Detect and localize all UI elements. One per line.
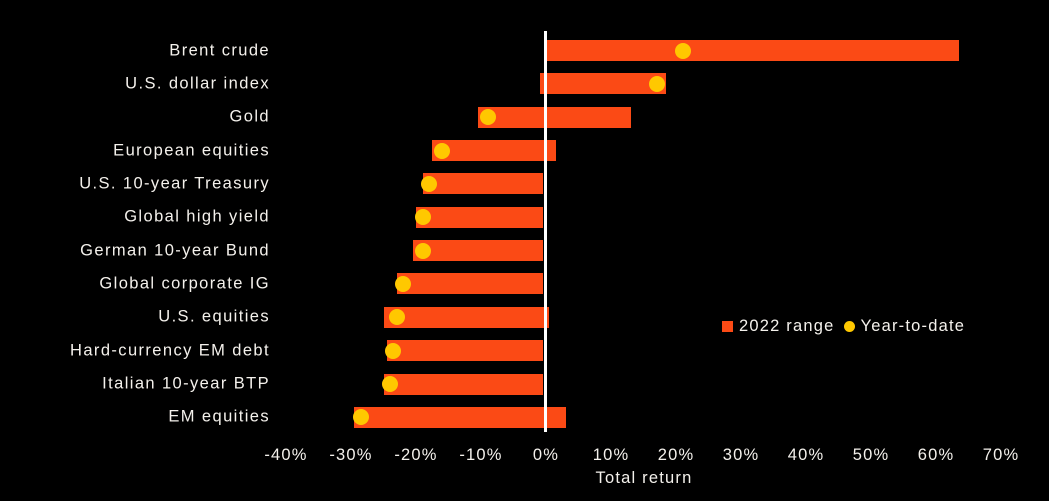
ytd-dot xyxy=(414,242,431,259)
legend: 2022 range Year-to-date xyxy=(722,317,965,336)
ytd-dot xyxy=(648,75,665,92)
ytd-dot xyxy=(388,309,405,326)
x-tick-label: 0% xyxy=(532,446,560,464)
category-label: Global corporate IG xyxy=(99,274,270,293)
category-label: Global high yield xyxy=(124,207,270,226)
ytd-dot xyxy=(352,409,369,426)
x-tick-label: 10% xyxy=(592,446,630,464)
x-tick-label: -10% xyxy=(459,446,503,464)
category-label: German 10-year Bund xyxy=(80,241,270,260)
x-tick-label: 60% xyxy=(917,446,955,464)
legend-item-year-to-date: Year-to-date xyxy=(843,317,966,336)
x-tick-label: -40% xyxy=(264,446,308,464)
ytd-dot xyxy=(414,209,431,226)
range-bar xyxy=(422,173,543,195)
range-bar xyxy=(546,40,959,61)
ytd-dot xyxy=(479,109,496,126)
ytd-dot xyxy=(434,142,450,159)
range-bar xyxy=(383,373,543,395)
ytd-swatch-circle-icon xyxy=(843,321,855,332)
legend-label-2022-range: 2022 range xyxy=(739,317,835,335)
category-label: U.S. equities xyxy=(158,307,270,326)
category-label: Brent crude xyxy=(169,41,270,59)
category-label: EM equities xyxy=(168,407,270,426)
x-tick-label: 50% xyxy=(852,446,890,464)
range-bar xyxy=(539,73,667,95)
range-bar xyxy=(416,206,543,228)
x-tick-label: 30% xyxy=(722,446,760,464)
range-bar xyxy=(432,140,556,162)
x-tick-label: 40% xyxy=(787,446,825,464)
ytd-dot xyxy=(674,42,691,59)
ytd-dot xyxy=(382,376,398,392)
category-label: U.S. dollar index xyxy=(125,74,270,93)
range-bar xyxy=(354,406,566,428)
x-axis-title: Total return xyxy=(595,469,693,487)
range-bar xyxy=(477,106,631,128)
range-bar xyxy=(383,306,550,328)
category-label: Hard-currency EM debt xyxy=(70,341,270,360)
range-bar xyxy=(386,340,543,362)
ytd-dot xyxy=(395,275,411,292)
range-bar xyxy=(412,240,543,262)
legend-item-2022-range: 2022 range xyxy=(722,317,835,336)
x-tick-label: -30% xyxy=(329,446,373,464)
x-tick-label: -20% xyxy=(394,446,438,464)
legend-label-year-to-date: Year-to-date xyxy=(860,317,966,335)
range-swatch-square-icon xyxy=(722,321,733,332)
zero-axis-line xyxy=(544,31,547,432)
category-label: European equities xyxy=(113,141,270,160)
range-bar xyxy=(396,273,543,295)
category-label: Gold xyxy=(229,107,270,126)
x-tick-label: 20% xyxy=(657,446,695,464)
category-label: Italian 10-year BTP xyxy=(102,374,270,393)
ytd-dot xyxy=(385,342,402,359)
x-tick-label: 70% xyxy=(982,446,1020,464)
category-label: U.S. 10-year Treasury xyxy=(79,174,270,193)
ytd-dot xyxy=(421,175,437,192)
